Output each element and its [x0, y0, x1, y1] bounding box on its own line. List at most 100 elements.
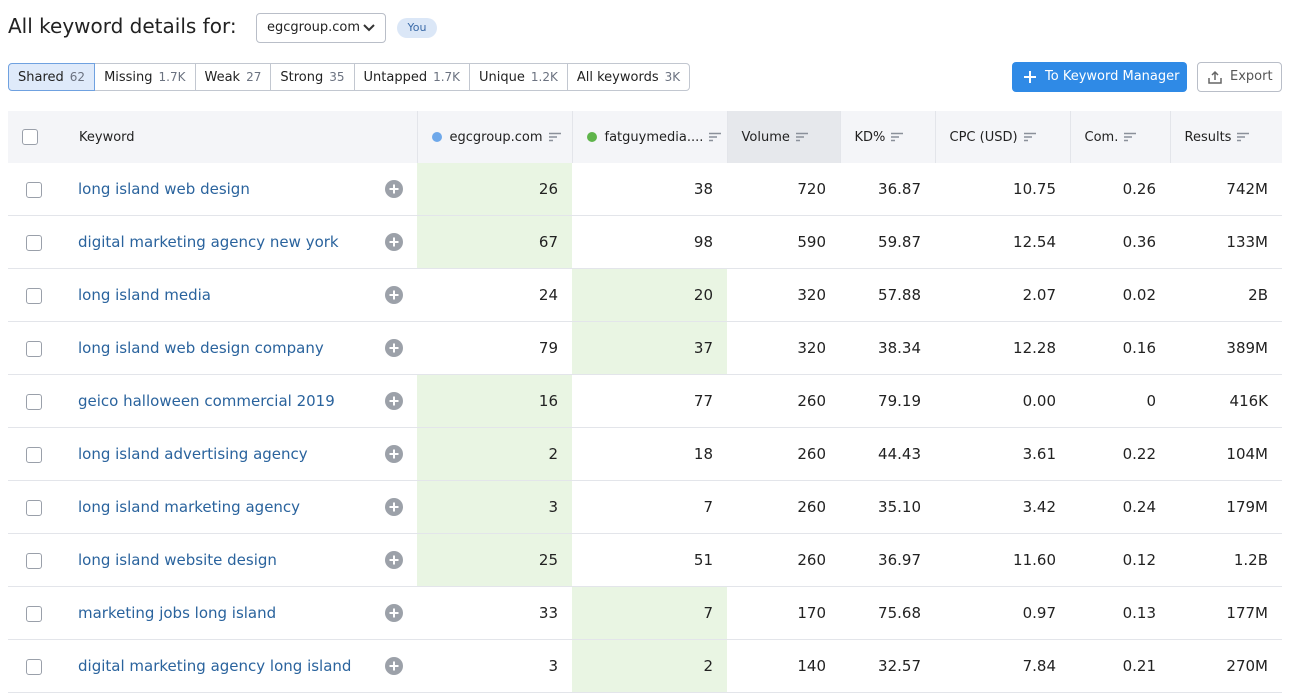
tabs: Shared 62 Missing 1.7K Weak 27 Strong 35 Untappe…: [8, 63, 691, 91]
cell-value: 7: [703, 498, 713, 516]
keyword-link[interactable]: long island web design: [78, 180, 250, 198]
value-cell: 36.87: [840, 163, 935, 216]
add-keyword-icon[interactable]: [385, 445, 403, 463]
add-keyword-icon[interactable]: [385, 551, 403, 569]
tab[interactable]: Shared 62: [8, 63, 96, 91]
checkbox[interactable]: [26, 605, 42, 622]
keyword-link[interactable]: digital marketing agency long island: [78, 657, 352, 675]
keyword-link[interactable]: marketing jobs long island: [78, 604, 277, 622]
value-cell: 3.61: [935, 427, 1070, 481]
keyword-link[interactable]: digital marketing agency new york: [78, 233, 339, 251]
cell-value: 320: [797, 286, 826, 304]
value-cell: 59.87: [840, 215, 935, 269]
tab-count: 1.7K: [158, 70, 186, 84]
keyword-link[interactable]: long island web design company: [78, 339, 324, 357]
keyword-link[interactable]: long island website design: [78, 551, 277, 569]
cell-value: 24: [538, 286, 558, 304]
value-cell: 140: [727, 639, 840, 693]
cell-value: 38.34: [878, 339, 921, 357]
add-keyword-icon[interactable]: [385, 392, 403, 410]
keyword-cell: long island web design: [65, 163, 417, 216]
add-keyword-icon[interactable]: [385, 604, 403, 622]
keyword-link[interactable]: long island media: [78, 286, 212, 304]
add-keyword-icon[interactable]: [385, 498, 403, 516]
checkbox[interactable]: [22, 129, 38, 145]
value-cell: 2B: [1170, 268, 1282, 322]
column-header: Keyword: [65, 111, 417, 163]
cell-value: 0: [1146, 392, 1156, 410]
value-cell: 0.02: [1070, 268, 1170, 322]
domain-text: egcgroup.com: [267, 20, 361, 35]
checkbox[interactable]: [26, 340, 42, 357]
tab-label: Weak: [204, 70, 241, 85]
cell-value: 12.28: [1013, 339, 1056, 357]
page-title: All keyword details for:: [8, 14, 237, 38]
add-keyword-icon[interactable]: [385, 657, 403, 675]
value-cell: 38.34: [840, 321, 935, 375]
cell-value: 79.19: [878, 392, 921, 410]
column-label: egcgroup.com: [449, 129, 543, 145]
column-label: KD%: [854, 129, 886, 145]
add-keyword-icon[interactable]: [385, 339, 403, 357]
value-cell: 0.13: [1070, 586, 1170, 640]
value-cell: 179M: [1170, 480, 1282, 534]
cell-value: 79: [538, 339, 558, 357]
checkbox-cell: [8, 321, 65, 375]
cell-value: 260: [797, 551, 826, 569]
tab[interactable]: All keywords 3K: [566, 63, 691, 91]
add-keyword-icon[interactable]: [385, 286, 403, 304]
checkbox[interactable]: [26, 181, 42, 198]
checkbox[interactable]: [26, 234, 42, 251]
keyword-link[interactable]: geico halloween commercial 2019: [78, 392, 335, 410]
checkbox[interactable]: [26, 552, 42, 569]
tab[interactable]: Weak 27: [194, 63, 272, 91]
column-header[interactable]: Results: [1169, 111, 1282, 163]
checkbox-cell: [8, 533, 65, 587]
value-cell: 3.42: [935, 480, 1070, 534]
tab-count: 1.7K: [433, 70, 461, 84]
cell-value: 12.54: [1013, 233, 1056, 251]
column-header[interactable]: fatguymedia....: [571, 111, 727, 163]
tab[interactable]: Unique 1.2K: [469, 63, 568, 91]
column-header[interactable]: CPC (USD): [934, 111, 1070, 163]
cell-value: 3: [548, 657, 558, 675]
cell-value: 742M: [1226, 180, 1268, 198]
cell-value: 11.60: [1013, 551, 1056, 569]
cell-value: 0.24: [1122, 498, 1156, 516]
sort-icon: [548, 132, 561, 141]
checkbox-cell: [8, 374, 65, 428]
keyword-link[interactable]: long island marketing agency: [78, 498, 301, 516]
column-header[interactable]: Com.: [1069, 111, 1170, 163]
value-cell: 57.88: [840, 268, 935, 322]
value-cell: 742M: [1170, 163, 1282, 216]
table-row: marketing jobs long island 33 7 170 75.68 0.9…: [8, 586, 1282, 640]
table-row: long island web design 26 38 720 36.87 10.75 0…: [8, 163, 1282, 216]
keyword-cell: long island media: [65, 268, 417, 322]
keyword-link[interactable]: long island advertising agency: [78, 445, 308, 463]
keyword-cell: digital marketing agency long island: [65, 639, 417, 693]
cell-value: 2.07: [1022, 286, 1056, 304]
checkbox[interactable]: [26, 393, 42, 410]
column-header[interactable]: Volume: [726, 111, 840, 163]
value-cell: 7: [572, 586, 727, 640]
value-cell: 20: [572, 268, 727, 322]
cell-value: 320: [797, 339, 826, 357]
checkbox[interactable]: [26, 287, 42, 304]
add-keyword-icon[interactable]: [385, 180, 403, 198]
tab[interactable]: Strong 35: [270, 63, 355, 91]
keyword-manager-button[interactable]: To Keyword Manager: [1012, 62, 1187, 92]
checkbox[interactable]: [26, 446, 42, 463]
tab[interactable]: Missing 1.7K: [94, 63, 196, 91]
add-keyword-icon[interactable]: [385, 233, 403, 251]
checkbox[interactable]: [26, 499, 42, 516]
checkbox-cell: [8, 427, 65, 481]
export-button[interactable]: Export: [1197, 62, 1282, 92]
column-header[interactable]: egcgroup.com: [416, 111, 572, 163]
cell-value: 0.00: [1022, 392, 1056, 410]
domain-select[interactable]: egcgroup.com: [256, 13, 386, 43]
cell-value: 77: [693, 392, 713, 410]
checkbox[interactable]: [26, 658, 42, 675]
column-header[interactable]: KD%: [839, 111, 935, 163]
tab[interactable]: Untapped 1.7K: [353, 63, 471, 91]
cell-value: 57.88: [878, 286, 921, 304]
